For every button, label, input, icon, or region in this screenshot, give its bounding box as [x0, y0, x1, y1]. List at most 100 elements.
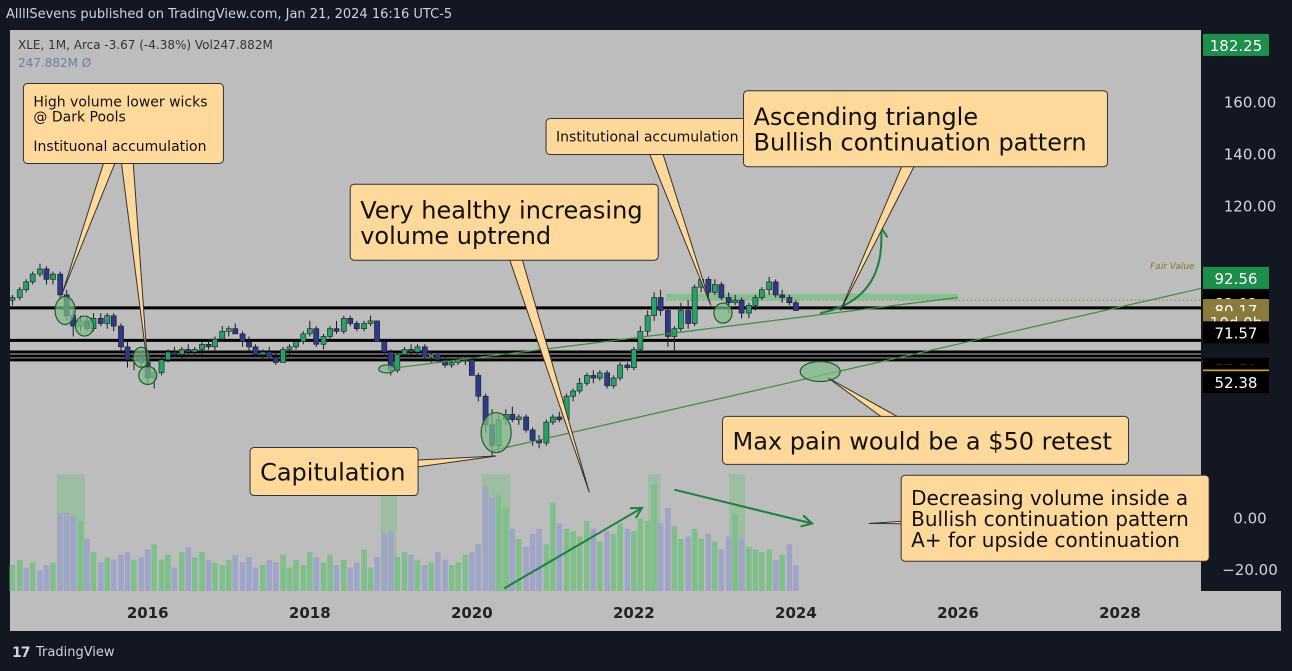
callout-box	[249, 447, 419, 497]
x-tick-label: 2028	[1099, 604, 1141, 622]
candle-body	[651, 297, 657, 316]
volume-bar	[779, 554, 785, 591]
candle-body	[272, 356, 279, 363]
volume-bar	[455, 562, 461, 591]
volume-bar	[725, 536, 732, 591]
volume-bar	[374, 557, 380, 591]
arrowhead	[800, 514, 815, 528]
candle-body	[644, 315, 651, 332]
publisher-header: AllllSevens published on TradingView.com…	[6, 7, 453, 22]
tradingview-logo-icon: 17	[12, 645, 31, 661]
triangle-zone-rect	[666, 293, 958, 301]
volume-bar	[746, 546, 752, 591]
volume-bar	[260, 565, 266, 591]
candle-body	[705, 279, 712, 293]
volume-bar	[705, 533, 712, 591]
x-tick-label: 2022	[613, 604, 655, 622]
volume-bar	[232, 554, 239, 591]
candle-body	[657, 297, 664, 311]
candle-body	[300, 333, 307, 342]
candle-body	[50, 273, 56, 280]
callout-box	[900, 474, 1210, 562]
candle-body	[543, 421, 550, 444]
volume-bar	[37, 570, 43, 591]
candle-body	[691, 286, 698, 324]
volume-bar	[57, 513, 64, 591]
highlight-circle	[713, 302, 733, 324]
highlight-circle	[799, 360, 841, 383]
volume-bar	[327, 554, 333, 591]
callout-text: Bullish continuation pattern	[911, 507, 1189, 531]
callout: Max pain would be a $50 retest	[722, 377, 1130, 465]
candle-body	[584, 375, 590, 384]
volume-bar	[191, 557, 198, 591]
arrow-path	[503, 507, 643, 590]
x-tick-label: 2020	[451, 604, 493, 622]
volume-bar	[347, 567, 354, 591]
candle-body	[205, 343, 212, 348]
volume-bar	[246, 557, 252, 591]
price-chart[interactable]: High volume lower wicks@ Dark Pools Insti…	[0, 0, 1292, 636]
callout: High volume lower wicks@ Dark Pools Insti…	[22, 83, 224, 368]
volume-bar	[77, 520, 84, 591]
brand-label: TradingView	[36, 645, 115, 660]
volume-bar	[604, 531, 610, 591]
candle-body	[624, 364, 631, 368]
candle-body	[746, 305, 752, 314]
volume-bar	[448, 565, 455, 591]
volume-bar	[772, 559, 779, 591]
callout-text: Bullish continuation pattern	[754, 128, 1087, 156]
candle-body	[43, 268, 50, 280]
candle-body	[677, 310, 684, 329]
candle-body	[306, 328, 313, 335]
callout-box	[22, 83, 224, 164]
volume-bar	[394, 557, 401, 591]
callout-text: Capitulation	[260, 459, 405, 487]
volume-bar	[307, 552, 313, 591]
price-label: 52.38	[1215, 374, 1258, 392]
candle-body	[165, 351, 171, 361]
highlight-circles	[54, 295, 841, 454]
volume-bar	[516, 539, 522, 591]
volume-bar	[313, 557, 320, 591]
volume-bar	[489, 497, 495, 591]
candle-body	[759, 289, 765, 298]
candle-body	[118, 325, 124, 348]
price-label: 92.56	[1215, 270, 1258, 288]
volume-bar	[597, 541, 603, 591]
callout-text: Ascending triangle	[754, 103, 979, 131]
trend-lines	[386, 287, 1202, 452]
volume-bar	[388, 531, 394, 591]
candle-body	[110, 315, 117, 327]
candle-body	[124, 346, 131, 361]
candle-body	[361, 323, 367, 329]
candle-body	[786, 297, 793, 304]
volume-bar	[732, 513, 738, 591]
volume-bar	[691, 528, 698, 591]
volume-bar	[759, 552, 765, 591]
callout: Institutional accumulation	[545, 117, 755, 306]
candle-body	[523, 416, 529, 431]
highlight-circle	[74, 315, 95, 337]
volume-bar	[381, 533, 388, 591]
volume-bar	[509, 528, 516, 591]
volume-bar	[624, 528, 631, 591]
volume-bar	[333, 565, 340, 591]
volume-bar	[23, 567, 29, 591]
volume-bar	[475, 544, 482, 591]
volume-bar	[657, 523, 664, 591]
candle-body	[529, 429, 536, 441]
volume-bar	[185, 546, 192, 591]
candle-body	[347, 317, 354, 324]
x-axis: 2016 2018 2020 2022 2024 2026 2028	[127, 604, 1141, 622]
candle-body	[712, 284, 718, 293]
candle-body	[225, 328, 232, 332]
volume-bar	[637, 518, 644, 591]
x-axis-panel	[10, 591, 1281, 631]
volume-bar	[158, 559, 165, 591]
volume-bar	[219, 565, 226, 591]
volume-bar	[43, 565, 50, 591]
candle-body	[232, 328, 239, 335]
volume-bar	[503, 507, 509, 591]
